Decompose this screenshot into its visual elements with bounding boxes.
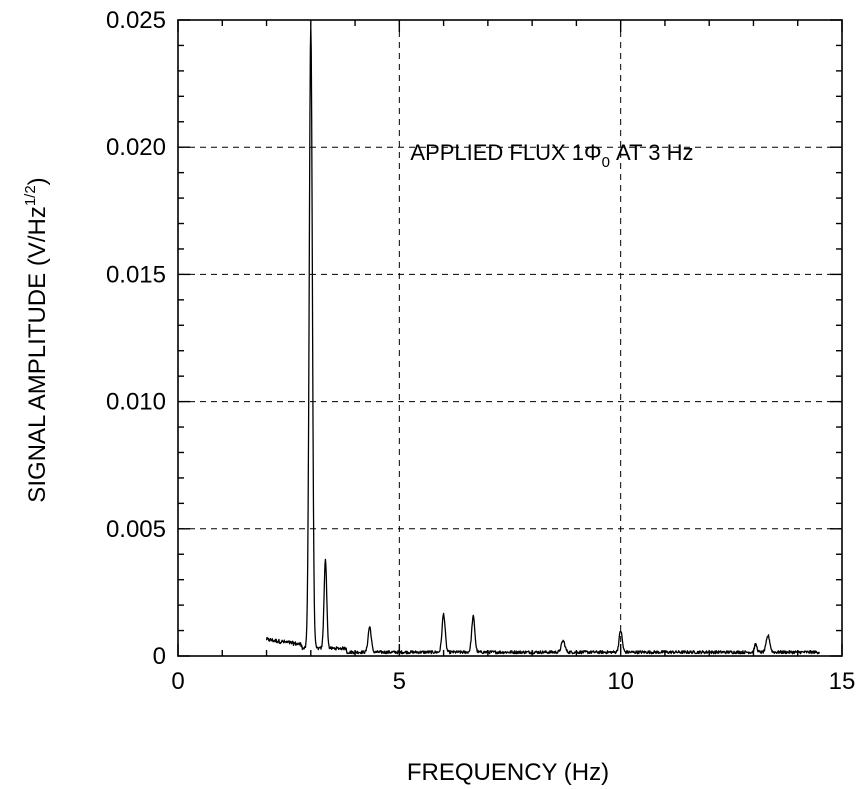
x-axis-label: FREQUENCY (Hz) (407, 759, 609, 786)
annotation-symbol: Φ (584, 140, 602, 165)
y-tick-label: 0.005 (106, 516, 166, 543)
y-tick-label: 0.025 (106, 7, 166, 34)
y-axis-label: SIGNAL AMPLITUDE (V/Hz1/2) (22, 177, 51, 502)
spectrum-line (265, 24, 821, 655)
y-tick-label: 0.010 (106, 389, 166, 416)
annotation-text: APPLIED FLUX 1Φ0 AT 3 Hz (410, 140, 693, 171)
grid-lines (178, 20, 842, 656)
y-tick-label: 0 (153, 643, 166, 670)
y-tick-label: 0.015 (106, 261, 166, 288)
y-tick-label: 0.020 (106, 134, 166, 161)
x-tick-label: 15 (829, 668, 856, 695)
axis-ticks (177, 19, 843, 657)
x-tick-label: 0 (171, 668, 184, 695)
y-tick-labels: 0 0.005 0.010 0.015 0.020 0.025 (106, 7, 166, 670)
x-tick-labels: 0 5 10 15 (171, 668, 855, 695)
x-tick-label: 5 (393, 668, 406, 695)
annotation-prefix: APPLIED FLUX 1 (410, 140, 584, 165)
y-axis-label-main: SIGNAL AMPLITUDE (V/Hz (24, 206, 51, 503)
x-tick-label: 10 (607, 668, 634, 695)
annotation-subscript: 0 (602, 154, 610, 171)
annotation-suffix: AT 3 Hz (610, 140, 694, 165)
y-axis-label-superscript: 1/2 (22, 185, 39, 206)
y-axis-label-close: ) (24, 177, 51, 185)
plot-frame (177, 19, 843, 657)
